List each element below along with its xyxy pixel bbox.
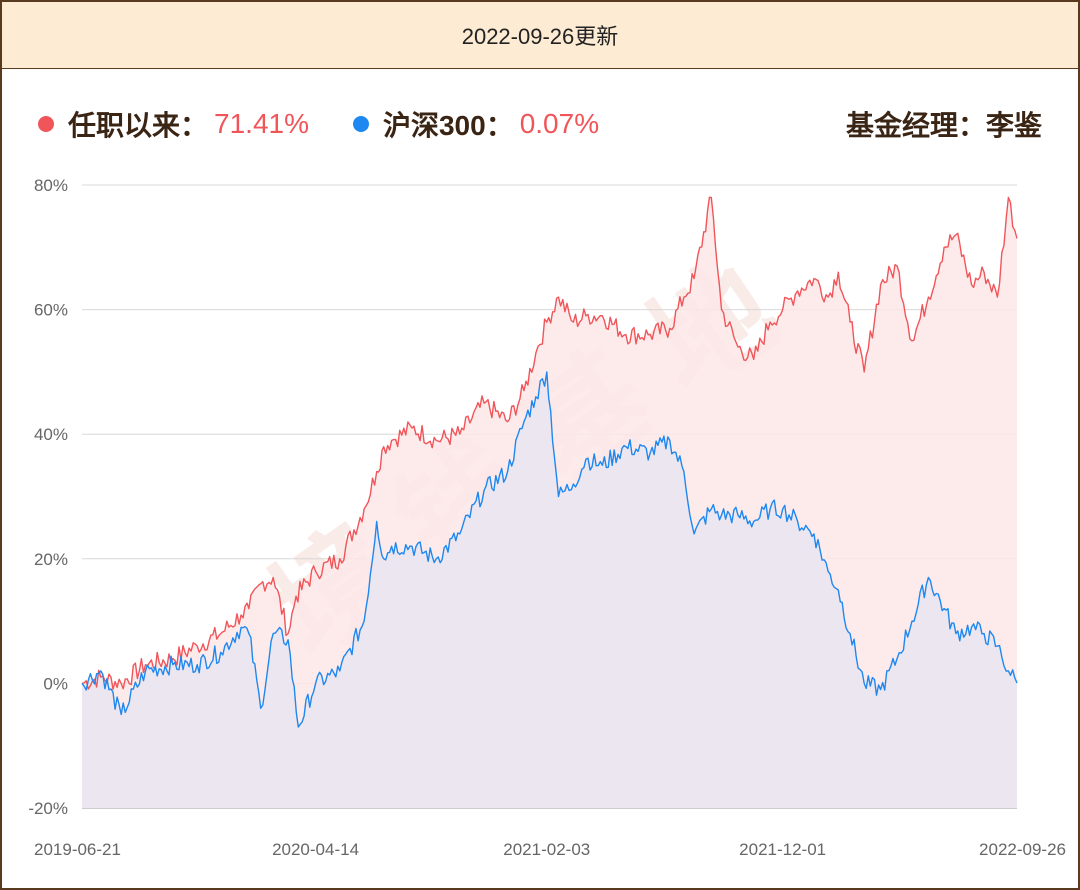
y-tick-label: 40%	[34, 425, 68, 444]
x-tick-label: 2021-12-01	[739, 840, 826, 859]
manager-label: 基金经理：李鉴	[845, 110, 1042, 141]
x-tick-label: 2022-09-26	[979, 840, 1066, 859]
update-header: 2022-09-26更新	[2, 2, 1078, 69]
legend-item-fund[interactable]: 任职以来： 71.41%	[38, 104, 309, 144]
index-area	[82, 371, 1017, 808]
fund-label: 任职以来：	[68, 110, 209, 141]
index-dot-icon	[352, 116, 369, 132]
fund-line	[81, 196, 1018, 690]
index-label: 沪深300：	[382, 110, 514, 141]
y-tick-label: 80%	[34, 176, 68, 195]
y-tick-label: 60%	[34, 301, 68, 320]
fund-value: 71.41%	[214, 108, 309, 139]
y-tick-label: 20%	[34, 550, 68, 569]
y-tick-label: 0%	[43, 674, 68, 693]
x-tick-label: 2020-04-14	[272, 840, 359, 859]
y-tick-label: -20%	[28, 799, 68, 818]
index-value: 0.07%	[519, 108, 600, 139]
fund-dot-icon	[38, 116, 54, 132]
index-line	[81, 371, 1018, 728]
x-tick-label: 2019-06-21	[34, 840, 121, 859]
x-tick-label: 2021-02-03	[503, 840, 590, 859]
legend: 任职以来： 71.41% 沪深300： 0.07% 基金经理：李鉴	[38, 102, 1042, 146]
legend-item-index[interactable]: 沪深300： 0.07%	[352, 104, 600, 144]
